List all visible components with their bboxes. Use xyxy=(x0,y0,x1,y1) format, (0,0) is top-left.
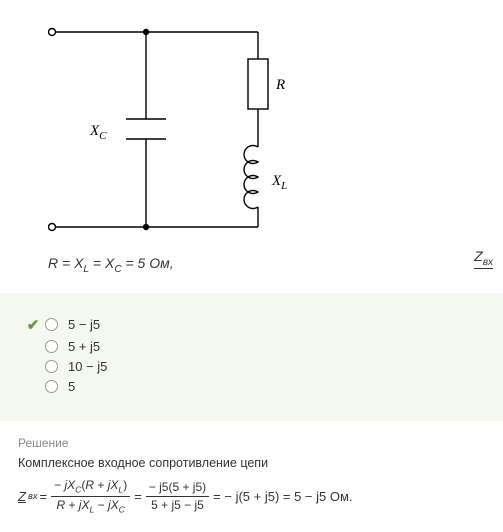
answer-option[interactable]: ✔ 5 − j5 xyxy=(25,316,478,334)
answer-option[interactable]: 5 xyxy=(25,379,478,394)
radio-icon xyxy=(45,380,58,393)
radio-icon xyxy=(45,318,58,331)
answer-option[interactable]: 5 + j5 xyxy=(25,339,478,354)
solution-description: Комплексное входное сопротивление цепи xyxy=(18,456,485,470)
circuit-diagram: R XL XC xyxy=(48,17,485,245)
check-icon: ✔ xyxy=(25,316,41,334)
solution-heading: Решение xyxy=(18,436,485,450)
inductor-label: XL xyxy=(271,173,287,192)
given-equation: R = XL = XC = 5 Ом, xyxy=(48,255,485,275)
z-input-symbol: Zвх xyxy=(474,248,493,269)
radio-icon xyxy=(45,360,58,373)
resistor-label: R xyxy=(275,77,285,93)
option-text: 10 − j5 xyxy=(68,359,107,374)
option-text: 5 xyxy=(68,379,75,394)
answer-options: ✔ 5 − j5 5 + j5 10 − j5 5 xyxy=(0,293,503,421)
option-text: 5 − j5 xyxy=(68,317,100,332)
option-text: 5 + j5 xyxy=(68,339,100,354)
solution-formula: Zвх = − jXC(R + jXL) R + jXL − jXC = − j… xyxy=(18,478,485,515)
capacitor-label: XC xyxy=(89,123,107,142)
radio-icon xyxy=(45,340,58,353)
answer-option[interactable]: 10 − j5 xyxy=(25,359,478,374)
